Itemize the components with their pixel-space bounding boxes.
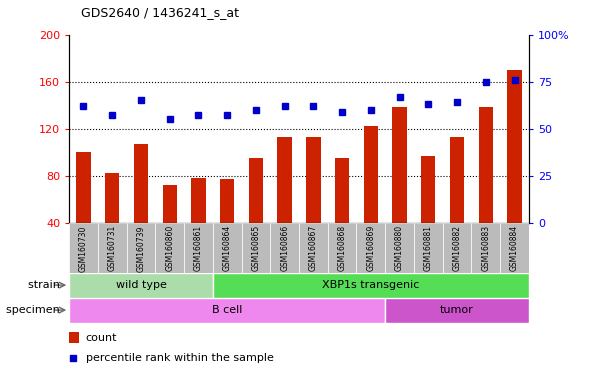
Bar bbox=[443, 223, 471, 273]
Bar bbox=[356, 223, 385, 273]
Bar bbox=[328, 223, 356, 273]
Bar bbox=[306, 137, 320, 223]
Bar bbox=[191, 178, 206, 223]
Bar bbox=[69, 273, 213, 298]
Bar bbox=[299, 223, 328, 273]
Bar bbox=[421, 156, 436, 223]
Bar bbox=[249, 158, 263, 223]
Text: tumor: tumor bbox=[440, 305, 474, 315]
Bar bbox=[278, 137, 292, 223]
Bar bbox=[69, 298, 385, 323]
Bar bbox=[134, 144, 148, 223]
Bar bbox=[213, 223, 242, 273]
Text: GSM160866: GSM160866 bbox=[280, 225, 289, 271]
Text: GSM160867: GSM160867 bbox=[309, 225, 318, 271]
Bar bbox=[220, 179, 234, 223]
Text: GSM160880: GSM160880 bbox=[395, 225, 404, 271]
Bar bbox=[184, 223, 213, 273]
Text: GSM160881: GSM160881 bbox=[424, 225, 433, 271]
Bar bbox=[507, 70, 522, 223]
Bar bbox=[76, 152, 91, 223]
Text: percentile rank within the sample: percentile rank within the sample bbox=[86, 353, 273, 363]
Text: GSM160860: GSM160860 bbox=[165, 225, 174, 271]
Bar bbox=[335, 158, 349, 223]
Text: GSM160869: GSM160869 bbox=[367, 225, 376, 271]
Text: GSM160739: GSM160739 bbox=[136, 225, 145, 271]
Bar bbox=[162, 185, 177, 223]
Text: GDS2640 / 1436241_s_at: GDS2640 / 1436241_s_at bbox=[81, 6, 239, 19]
Bar bbox=[471, 223, 500, 273]
Bar bbox=[385, 223, 414, 273]
Text: GSM160883: GSM160883 bbox=[481, 225, 490, 271]
Bar bbox=[69, 223, 98, 273]
Bar bbox=[392, 108, 407, 223]
Bar bbox=[478, 108, 493, 223]
Bar bbox=[385, 298, 529, 323]
Bar bbox=[450, 137, 464, 223]
Text: B cell: B cell bbox=[212, 305, 242, 315]
Text: GSM160882: GSM160882 bbox=[453, 225, 462, 271]
Text: XBP1s transgenic: XBP1s transgenic bbox=[322, 280, 419, 290]
Bar bbox=[213, 273, 529, 298]
Bar bbox=[364, 126, 378, 223]
Bar bbox=[98, 223, 127, 273]
Bar bbox=[270, 223, 299, 273]
Bar bbox=[500, 223, 529, 273]
Text: GSM160731: GSM160731 bbox=[108, 225, 117, 271]
Text: wild type: wild type bbox=[115, 280, 166, 290]
Text: specimen: specimen bbox=[6, 305, 63, 315]
Text: GSM160865: GSM160865 bbox=[251, 225, 260, 271]
Bar bbox=[414, 223, 443, 273]
Bar bbox=[69, 332, 79, 343]
Text: GSM160861: GSM160861 bbox=[194, 225, 203, 271]
Text: GSM160730: GSM160730 bbox=[79, 225, 88, 271]
Text: GSM160864: GSM160864 bbox=[222, 225, 231, 271]
Text: count: count bbox=[86, 333, 117, 343]
Text: strain: strain bbox=[28, 280, 63, 290]
Text: GSM160868: GSM160868 bbox=[338, 225, 347, 271]
Bar bbox=[105, 173, 120, 223]
Bar bbox=[242, 223, 270, 273]
Text: GSM160884: GSM160884 bbox=[510, 225, 519, 271]
Bar bbox=[127, 223, 155, 273]
Bar bbox=[155, 223, 184, 273]
